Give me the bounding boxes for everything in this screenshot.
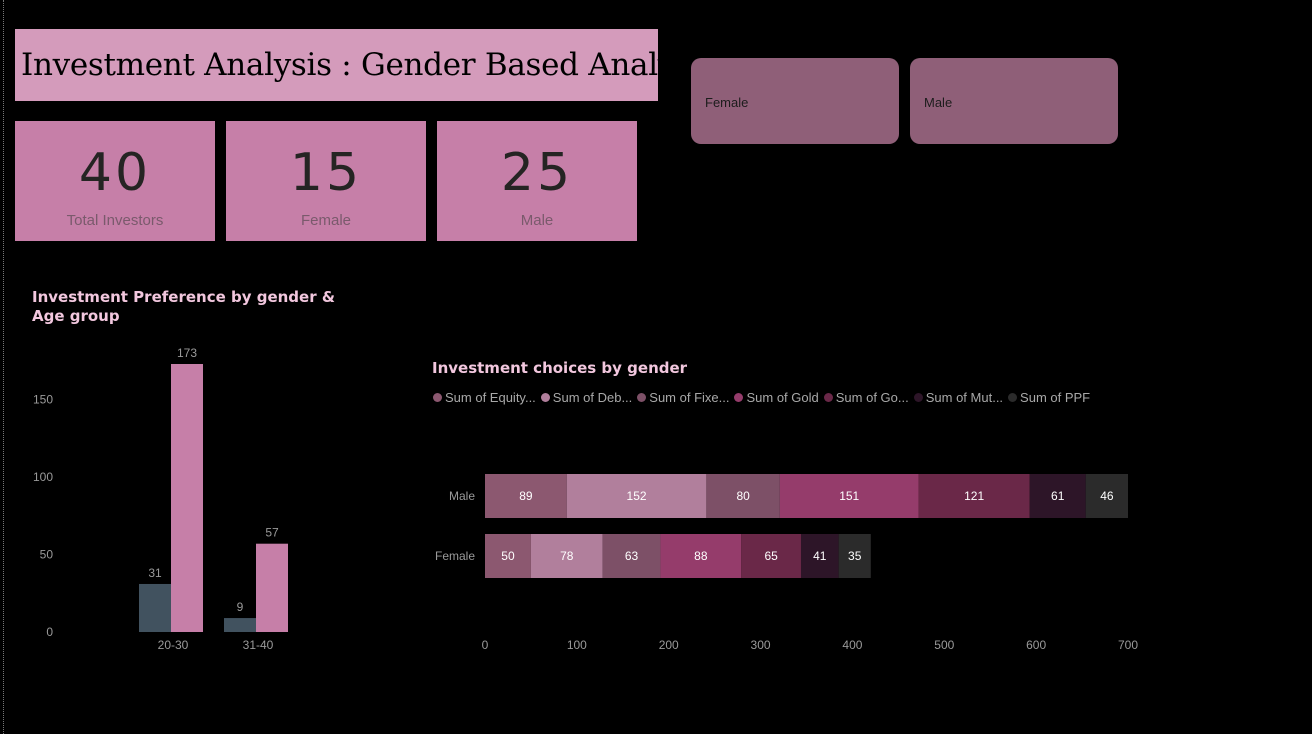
bar-value-label: 46 — [1100, 489, 1114, 503]
legend-label: Sum of Mut... — [925, 390, 1004, 405]
bar-segment — [838, 534, 871, 578]
bar-segment — [566, 474, 707, 518]
legend-dot-icon — [1008, 393, 1018, 402]
bar-value-label: 41 — [813, 549, 827, 563]
kpi-card-total-investors: 40 Total Investors — [15, 121, 215, 241]
x-tick-label: 31-40 — [243, 638, 274, 652]
legend-label: Sum of Go... — [835, 390, 909, 405]
kpi-label: Male — [520, 212, 554, 229]
legend-dot-icon — [913, 393, 923, 402]
x-tick-label: 300 — [751, 638, 771, 652]
bar-segment — [485, 474, 567, 518]
y-tick-label: 150 — [33, 393, 53, 407]
bar-segment — [918, 474, 1030, 518]
bar-segment — [1085, 474, 1128, 518]
bar — [171, 364, 203, 632]
x-tick-label: 20-30 — [158, 638, 189, 652]
gender-chart-title: Investment choices by gender — [432, 359, 688, 377]
kpi-value: 25 — [500, 143, 574, 203]
bar-value-label: 61 — [1051, 489, 1065, 503]
kpi-card-male: 25 Male — [437, 121, 637, 241]
page-title: Investment Analysis : Gender Based Analy… — [21, 47, 716, 83]
bar-segment — [602, 534, 661, 578]
bar-value-label: 121 — [964, 489, 984, 503]
bar-value-label: 50 — [501, 549, 515, 563]
bar-segment — [741, 534, 801, 578]
bar-value-label: 88 — [694, 549, 708, 563]
bar-value-label: 78 — [560, 549, 574, 563]
legend-dot-icon — [540, 393, 550, 402]
gender-stacked-bar-chart: Male 89 152 80 151 121 61 46 Female 50 78 63 88 65 41 3… — [435, 474, 1138, 652]
bar — [224, 618, 256, 632]
y-category-label: Female — [435, 549, 475, 563]
x-tick-label: 600 — [1026, 638, 1046, 652]
age-chart-title: Investment Preference by gender & Age gr… — [32, 288, 335, 325]
slicer-button-label: Female — [705, 95, 749, 110]
bar-segment — [660, 534, 742, 578]
y-tick-label: 50 — [40, 548, 54, 562]
slicer-button-female[interactable]: Female — [691, 58, 899, 144]
kpi-value: 40 — [78, 143, 152, 203]
bar-value-label: 57 — [265, 526, 279, 540]
x-tick-label: 200 — [659, 638, 679, 652]
page-title-banner: Investment Analysis : Gender Based Analy… — [15, 29, 716, 101]
legend-dot-icon — [823, 393, 833, 402]
bar-value-label: 89 — [519, 489, 533, 503]
y-tick-label: 0 — [46, 625, 53, 639]
x-tick-label: 500 — [934, 638, 954, 652]
gender-chart-legend: Sum of Equity... Sum of Deb... Sum of Fixe… — [433, 390, 1095, 405]
bar-segment — [779, 474, 919, 518]
y-category-label: Male — [449, 489, 475, 503]
bar-segment — [485, 534, 531, 578]
legend-dot-icon — [637, 393, 647, 402]
slicer-button-label: Male — [924, 95, 953, 110]
legend-item[interactable]: Sum of Mut... — [913, 390, 1004, 405]
bar-value-label: 35 — [848, 549, 862, 563]
kpi-value: 15 — [289, 143, 363, 203]
kpi-label: Total Investors — [66, 212, 164, 229]
bar-segment — [800, 534, 839, 578]
legend-item[interactable]: Sum of Deb... — [540, 390, 633, 405]
legend-label: Sum of Deb... — [552, 390, 633, 405]
x-tick-label: 0 — [482, 638, 489, 652]
legend-label: Sum of Gold — [746, 390, 819, 405]
bar-segment — [1029, 474, 1086, 518]
bar-value-label: 63 — [625, 549, 639, 563]
bar-value-label: 151 — [839, 489, 859, 503]
bar — [139, 583, 171, 632]
kpi-label: Female — [300, 212, 352, 229]
bar-segment — [530, 534, 603, 578]
legend-item[interactable]: Sum of Gold — [734, 390, 819, 405]
legend-label: Sum of Fixe... — [649, 390, 730, 405]
legend-item[interactable]: Sum of Go... — [823, 390, 909, 405]
bar — [256, 543, 288, 632]
legend-item[interactable]: Sum of Equity... — [433, 390, 536, 405]
legend-item[interactable]: Sum of PPF — [1008, 390, 1090, 405]
bar-value-label: 65 — [764, 549, 778, 563]
bar-value-label: 173 — [177, 346, 197, 360]
legend-item[interactable]: Sum of Fixe... — [637, 390, 729, 405]
legend-label: Sum of Equity... — [445, 390, 536, 405]
x-tick-label: 700 — [1118, 638, 1138, 652]
bar-value-label: 152 — [627, 489, 647, 503]
page-left-border — [3, 0, 4, 734]
bar-value-label: 80 — [736, 489, 750, 503]
x-tick-label: 100 — [567, 638, 587, 652]
bar-value-label: 31 — [148, 566, 162, 580]
age-group-bar-chart: 0 50 100 150 31 173 20-30 9 57 31-40 — [33, 346, 288, 652]
slicer-button-male[interactable]: Male — [910, 58, 1118, 144]
bar-value-label: 9 — [237, 600, 244, 614]
legend-label: Sum of PPF — [1020, 390, 1091, 405]
kpi-card-female: 15 Female — [226, 121, 426, 241]
legend-dot-icon — [433, 393, 442, 402]
legend-dot-icon — [734, 393, 744, 402]
bar-segment — [706, 474, 780, 518]
y-tick-label: 100 — [33, 470, 53, 484]
x-tick-label: 400 — [842, 638, 862, 652]
